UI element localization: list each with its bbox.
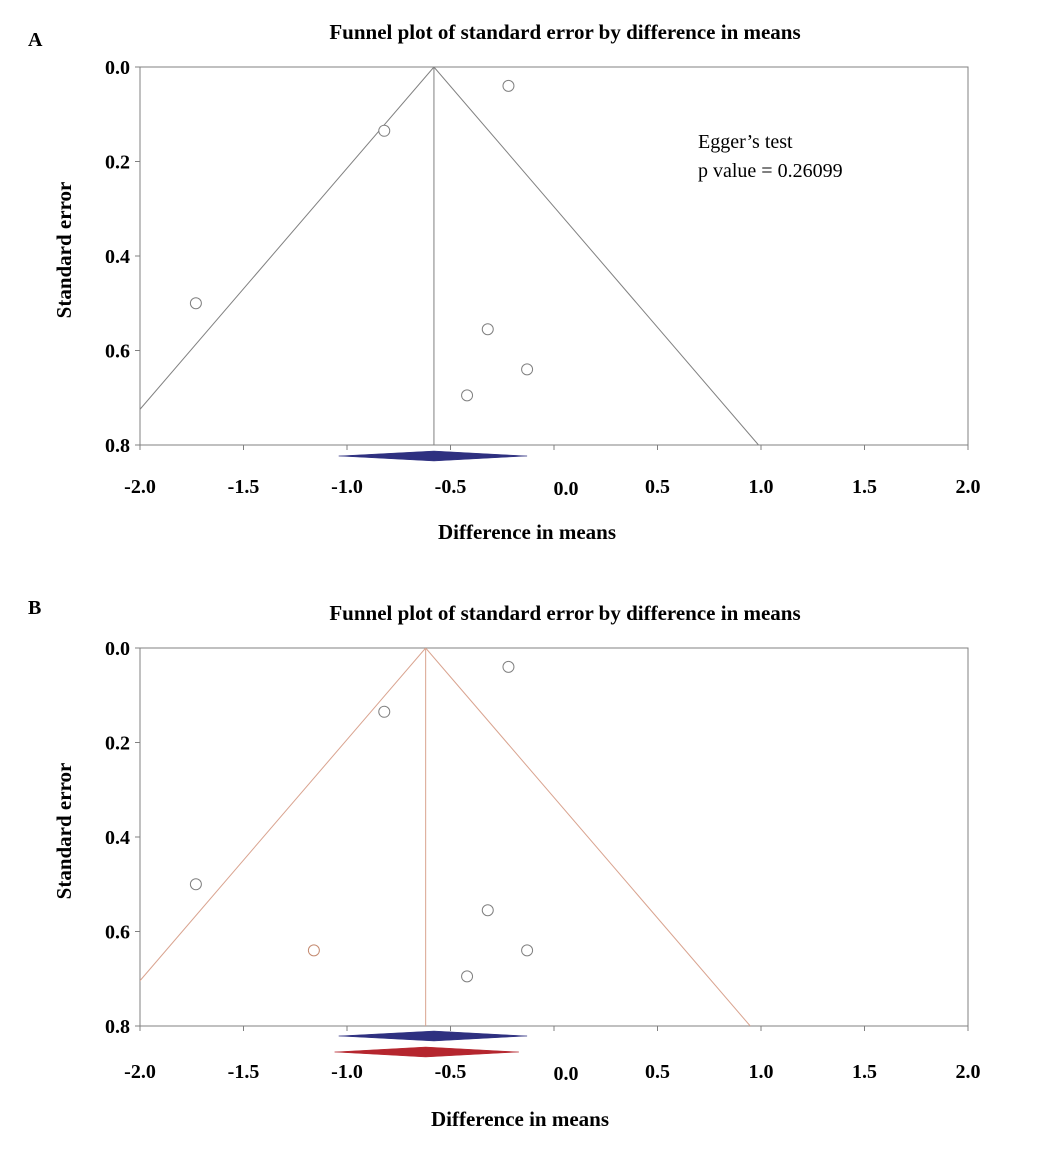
funnel-left-line <box>140 67 435 411</box>
panel-b-ylabel: Standard error <box>52 763 76 900</box>
y-tick-label: 0.0 <box>105 638 130 660</box>
x-tick-label: 1.0 <box>749 1061 774 1083</box>
study-point <box>461 970 474 983</box>
study-point <box>521 363 534 376</box>
x-tick-label: -1.5 <box>228 476 260 498</box>
y-tick-label: 0.0 <box>105 57 130 79</box>
x-tick-label: -0.5 <box>435 1061 467 1083</box>
study-point <box>502 79 515 92</box>
x-tick-label: 0.5 <box>645 476 670 498</box>
panel-b-marks: 0.0 0.2 0.4 0.6 0.8 -2.0 -1.5 -1.0 -0.5 0.0 0.5 1.0… <box>105 638 981 1085</box>
panel-a-xlabel: Difference in means <box>438 520 616 544</box>
y-tick-label: 0.4 <box>105 246 130 268</box>
study-point <box>481 323 494 336</box>
study-point <box>378 705 391 718</box>
study-point <box>481 904 494 917</box>
egger-p-value: p value = 0.26099 <box>698 160 843 182</box>
study-point <box>189 878 202 891</box>
study-point <box>502 660 515 673</box>
x-tick-label: -2.0 <box>124 476 156 498</box>
funnel-lines <box>140 67 759 445</box>
x-tick-label: -1.5 <box>228 1061 260 1083</box>
panel-a-marks: 0.0 0.2 0.4 0.6 0.8 -2.0 -1.5 -1.0 -0.5 0.0 0.5 1.0… <box>105 57 981 500</box>
study-point <box>189 297 202 310</box>
study-point <box>307 944 320 957</box>
y-tick-label: 0.8 <box>105 1016 130 1038</box>
x-tick-label: -2.0 <box>124 1061 156 1083</box>
panel-a-label: A <box>28 29 43 51</box>
summary-diamond <box>334 1046 519 1058</box>
panel-b-title: Funnel plot of standard error by differe… <box>329 601 800 625</box>
x-tick-label: 0.5 <box>645 1061 670 1083</box>
x-tick-label: 1.5 <box>852 476 877 498</box>
summary-diamond <box>338 450 528 462</box>
panel-a-ylabel: Standard error <box>52 182 76 319</box>
x-tick-label: 0.0 <box>554 478 579 500</box>
panel-b-xlabel: Difference in means <box>431 1107 609 1131</box>
panel-a-title: Funnel plot of standard error by differe… <box>329 20 800 44</box>
y-tick-label: 0.8 <box>105 435 130 457</box>
study-point <box>461 389 474 402</box>
y-tick-label: 0.4 <box>105 827 130 849</box>
summary-diamond <box>338 1030 528 1042</box>
panel-b-plot-frame <box>139 647 969 1027</box>
y-tick-label: 0.2 <box>105 733 130 755</box>
x-tick-label: 2.0 <box>956 1061 981 1083</box>
x-tick-label: -1.0 <box>331 1061 363 1083</box>
y-tick-label: 0.6 <box>105 341 130 363</box>
x-tick-label: 0.0 <box>554 1063 579 1085</box>
panel-b: B Funnel plot of standard error by diffe… <box>28 597 981 1131</box>
x-tick-label: 2.0 <box>956 476 981 498</box>
x-tick-label: -0.5 <box>435 476 467 498</box>
study-point <box>378 124 391 137</box>
funnel-lines <box>140 648 751 1026</box>
panel-a-plot-frame <box>139 66 969 446</box>
funnel-right-line <box>433 67 759 445</box>
y-tick-label: 0.6 <box>105 922 130 944</box>
funnel-left-line <box>140 648 427 982</box>
study-point <box>521 944 534 957</box>
x-tick-label: -1.0 <box>331 476 363 498</box>
x-tick-label: 1.0 <box>749 476 774 498</box>
x-tick-label: 1.5 <box>852 1061 877 1083</box>
panel-a: A Funnel plot of standard error by diffe… <box>28 20 981 544</box>
funnel-right-line <box>425 648 751 1026</box>
egger-test-label: Egger’s test <box>698 131 793 153</box>
panel-b-label: B <box>28 597 41 619</box>
y-tick-label: 0.2 <box>105 152 130 174</box>
